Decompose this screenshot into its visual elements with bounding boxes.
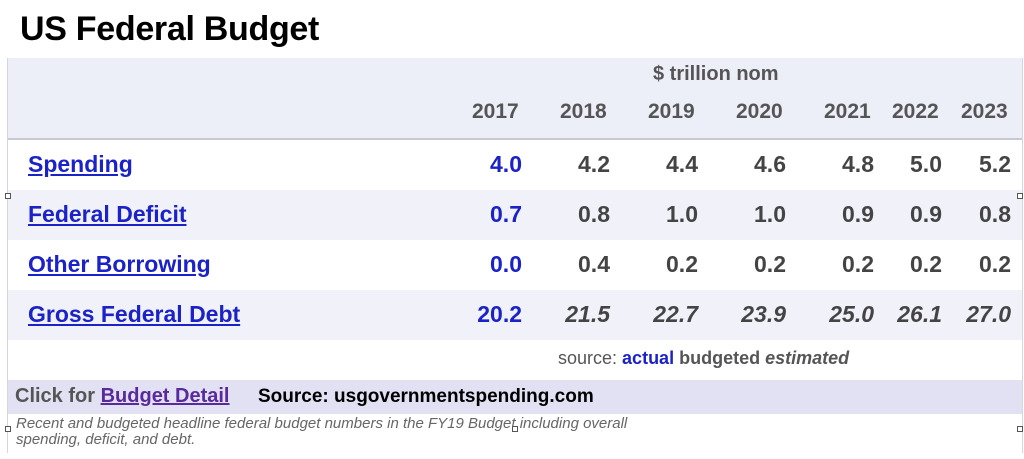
year-header: 2022 bbox=[892, 100, 939, 123]
year-header: 2023 bbox=[961, 100, 1008, 123]
value-cell: 0.8 bbox=[979, 201, 1011, 227]
value-cell: 22.7 bbox=[653, 301, 698, 327]
value-cell: 26.1 bbox=[897, 301, 942, 327]
year-header: 2020 bbox=[736, 100, 783, 123]
selection-handle[interactable] bbox=[512, 426, 518, 432]
spending-link[interactable]: Spending bbox=[28, 151, 133, 177]
value-cell: 4.0 bbox=[490, 151, 522, 177]
value-cell: 5.0 bbox=[910, 151, 942, 177]
value-cell: 0.9 bbox=[842, 201, 874, 227]
selection-handle[interactable] bbox=[5, 426, 11, 432]
footer-source: Source: usgovernmentspending.com bbox=[258, 386, 594, 407]
value-cell: 21.5 bbox=[565, 301, 610, 327]
year-header: 2018 bbox=[560, 100, 607, 123]
federal-deficit-link[interactable]: Federal Deficit bbox=[28, 201, 187, 227]
source-legend: source: actual budgeted estimated bbox=[558, 348, 850, 368]
table-header: $ trillion nom 2017 2018 2019 2020 2021 … bbox=[8, 58, 1022, 140]
value-cell: 0.2 bbox=[754, 251, 786, 277]
value-cell: 4.2 bbox=[578, 151, 610, 177]
selection-handle[interactable] bbox=[5, 193, 11, 199]
footer-click: Click for Budget Detail bbox=[15, 385, 230, 407]
value-cell: 5.2 bbox=[979, 151, 1011, 177]
value-cell: 0.0 bbox=[490, 251, 522, 277]
gross-federal-debt-link[interactable]: Gross Federal Debt bbox=[28, 301, 241, 327]
value-cell: 0.2 bbox=[666, 251, 698, 277]
value-cell: 0.2 bbox=[842, 251, 874, 277]
table-row: Spending 4.0 4.2 4.4 4.6 4.8 5.0 5.2 bbox=[8, 140, 1022, 190]
value-cell: 0.9 bbox=[910, 201, 942, 227]
value-cell: 4.8 bbox=[842, 151, 874, 177]
budget-detail-link[interactable]: Budget Detail bbox=[100, 385, 230, 407]
year-header: 2021 bbox=[824, 100, 871, 123]
selection-handle[interactable] bbox=[1017, 193, 1023, 199]
value-cell: 0.2 bbox=[979, 251, 1011, 277]
value-cell: 0.2 bbox=[910, 251, 942, 277]
year-header: 2019 bbox=[648, 100, 695, 123]
value-cell: 4.4 bbox=[666, 151, 698, 177]
table-row: Gross Federal Debt 20.2 21.5 22.7 23.9 25.0 2… bbox=[8, 290, 1022, 340]
value-cell: 0.7 bbox=[490, 201, 522, 227]
value-cell: 20.2 bbox=[477, 301, 522, 327]
value-cell: 23.9 bbox=[741, 301, 786, 327]
selection-handle[interactable] bbox=[1017, 426, 1023, 432]
value-cell: 0.4 bbox=[578, 251, 610, 277]
other-borrowing-link[interactable]: Other Borrowing bbox=[28, 251, 211, 277]
value-cell: 27.0 bbox=[966, 301, 1011, 327]
year-header: 2017 bbox=[472, 100, 519, 123]
table-row: Federal Deficit 0.7 0.8 1.0 1.0 0.9 0.9 0.8 bbox=[8, 190, 1022, 240]
page-title: US Federal Budget bbox=[20, 10, 320, 48]
value-cell: 1.0 bbox=[666, 201, 698, 227]
table-row: Other Borrowing 0.0 0.4 0.2 0.2 0.2 0.2 0.2 bbox=[8, 240, 1022, 290]
value-cell: 4.6 bbox=[754, 151, 786, 177]
caption: Recent and budgeted headline federal bud… bbox=[16, 415, 628, 448]
value-cell: 0.8 bbox=[578, 201, 610, 227]
budget-table: $ trillion nom 2017 2018 2019 2020 2021 … bbox=[7, 58, 1023, 453]
value-cell: 1.0 bbox=[754, 201, 786, 227]
footer-bar: Click for Budget Detail Source: usgovern… bbox=[8, 380, 1022, 414]
value-cell: 25.0 bbox=[829, 301, 874, 327]
